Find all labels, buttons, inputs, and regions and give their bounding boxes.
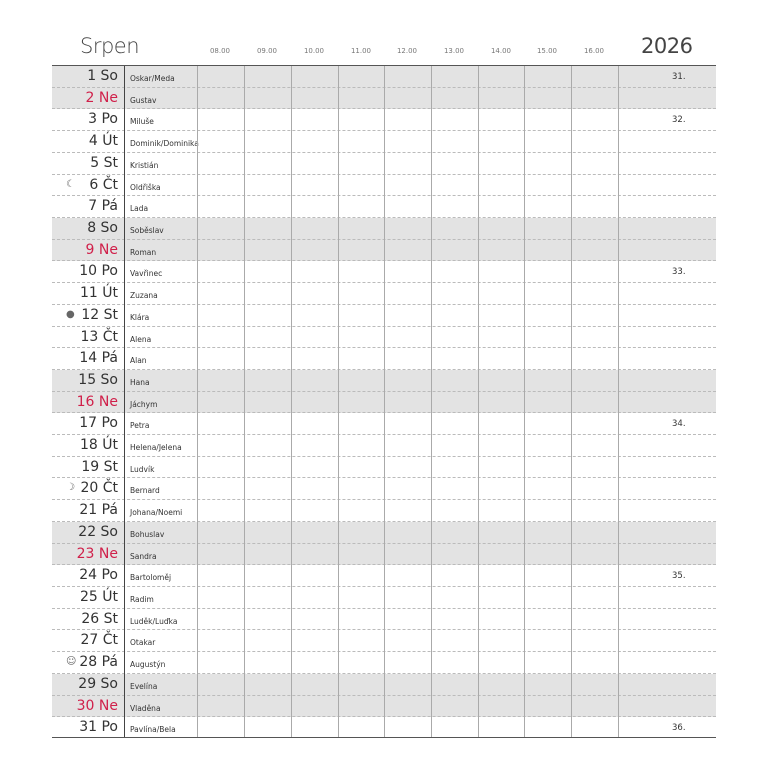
- hour-label: 12.00: [396, 47, 418, 55]
- day-label: 21 Pá: [79, 502, 118, 519]
- column-divider: [478, 66, 479, 737]
- day-label: 28 Pá: [79, 654, 118, 671]
- day-label: 10 Po: [79, 263, 118, 280]
- day-label: 27 Čt: [80, 632, 118, 649]
- hour-label: 15.00: [536, 47, 558, 55]
- name-day: Radim: [130, 595, 154, 605]
- day-column-divider: [124, 66, 125, 737]
- full-moon-icon: ☺: [66, 656, 77, 668]
- hour-label: 11.00: [350, 47, 372, 55]
- week-number: 31.: [672, 72, 686, 82]
- day-label: 5 St: [90, 154, 118, 171]
- name-day: Klára: [130, 312, 150, 322]
- name-day: Kristián: [130, 160, 159, 170]
- column-divider: [197, 66, 198, 737]
- day-label: 18 Út: [79, 437, 118, 454]
- name-day: Vladěna: [130, 703, 161, 713]
- day-label: 22 So: [78, 523, 118, 540]
- day-label: 13 Čt: [80, 328, 118, 345]
- name-day: Dominik/Dominika: [130, 139, 199, 149]
- name-day: Gustav: [130, 95, 157, 105]
- day-label: 12 St: [81, 306, 118, 323]
- day-label: 26 St: [81, 610, 118, 627]
- name-day: Pavlína/Bela: [130, 725, 176, 735]
- name-day: Luděk/Luďka: [130, 616, 178, 626]
- name-day: Alena: [130, 334, 152, 344]
- column-divider: [384, 66, 385, 737]
- day-label: 30 Ne: [76, 697, 118, 714]
- day-row[interactable]: 31 Po Pavlína/Bela 36.: [52, 717, 716, 739]
- name-day: Augustýn: [130, 660, 166, 670]
- name-day: Bartoloměj: [130, 573, 172, 583]
- day-label: 20 Čt: [80, 480, 118, 497]
- day-label: 8 So: [87, 219, 118, 236]
- day-label: 1 So: [87, 68, 118, 84]
- new-moon-icon: ●: [66, 308, 75, 320]
- hour-label: 10.00: [303, 47, 325, 55]
- column-divider: [618, 66, 619, 737]
- day-label: 15 So: [78, 371, 118, 388]
- name-day: Bohuslav: [130, 529, 165, 539]
- column-divider: [431, 66, 432, 737]
- week-number: 33.: [672, 267, 686, 278]
- name-day: Alan: [130, 356, 147, 366]
- column-divider: [244, 66, 245, 737]
- last-quarter-icon: ☾: [66, 178, 75, 190]
- name-day: Hana: [130, 377, 150, 387]
- column-divider: [571, 66, 572, 737]
- day-label: 16 Ne: [76, 393, 118, 410]
- day-label: 9 Ne: [85, 241, 118, 258]
- name-day: Johana/Noemi: [130, 508, 183, 518]
- name-day: Vavřinec: [130, 269, 163, 279]
- first-quarter-icon: ☽: [66, 482, 75, 494]
- hour-label: 09.00: [256, 47, 278, 55]
- name-day: Soběslav: [130, 225, 164, 235]
- name-day: Oskar/Meda: [130, 74, 175, 83]
- name-day: Zuzana: [130, 291, 158, 301]
- name-day: Miluše: [130, 117, 154, 127]
- hour-label: 14.00: [490, 47, 512, 55]
- column-divider: [291, 66, 292, 737]
- column-divider: [524, 66, 525, 737]
- column-divider: [338, 66, 339, 737]
- week-number: 35.: [672, 571, 686, 582]
- name-day: Ludvík: [130, 464, 155, 474]
- day-label: 7 Pá: [88, 198, 118, 215]
- hour-label: 08.00: [209, 47, 231, 55]
- day-label: 25 Út: [79, 589, 118, 606]
- name-day: Jáchym: [130, 399, 158, 409]
- week-number: 34.: [672, 419, 686, 430]
- hour-label: 13.00: [443, 47, 465, 55]
- name-day: Evelína: [130, 681, 158, 691]
- day-label: 29 So: [78, 675, 118, 692]
- name-day: Sandra: [130, 551, 157, 561]
- day-label: 3 Po: [88, 111, 118, 128]
- hour-label: 16.00: [583, 47, 605, 55]
- year-title: 2026: [641, 34, 693, 58]
- day-label: 4 Út: [88, 133, 118, 150]
- day-label: 14 Pá: [79, 350, 118, 367]
- month-title: Srpen: [80, 34, 140, 58]
- day-label: 19 St: [81, 458, 118, 475]
- day-label: 24 Po: [79, 567, 118, 584]
- name-day: Otakar: [130, 638, 156, 648]
- day-label: 11 Út: [79, 285, 118, 302]
- name-day: Bernard: [130, 486, 160, 496]
- name-day: Oldřiška: [130, 182, 161, 192]
- day-label: 31 Po: [79, 719, 118, 736]
- name-day: Helena/Jelena: [130, 443, 182, 453]
- day-label: 6 Čt: [89, 176, 118, 193]
- name-day: Lada: [130, 204, 149, 214]
- day-label: 17 Po: [79, 415, 118, 432]
- calendar-grid: 1 So Oskar/Meda 31. 2 Ne Gustav 3 Po Miluše 32.…: [52, 65, 716, 738]
- name-day: Petra: [130, 421, 150, 431]
- week-number: 36.: [672, 723, 686, 734]
- day-label: 2 Ne: [85, 89, 118, 106]
- name-day: Roman: [130, 247, 157, 257]
- day-label: 23 Ne: [76, 545, 118, 562]
- week-number: 32.: [672, 115, 686, 126]
